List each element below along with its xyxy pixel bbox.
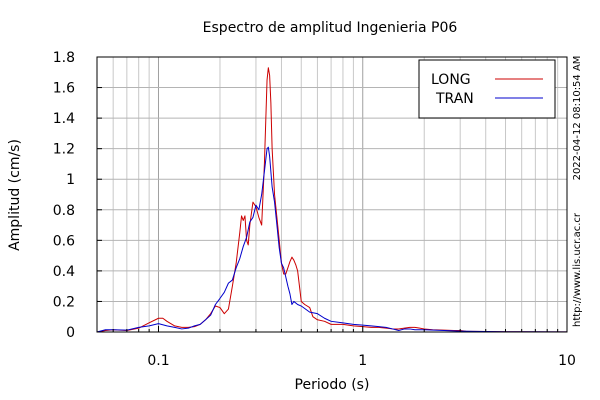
x-tick-label: 0.1 [147, 353, 169, 369]
legend: LONG TRAN [418, 59, 556, 119]
series-lines [96, 67, 568, 333]
legend-box [418, 59, 556, 119]
y-tick-label: 1.6 [53, 81, 75, 97]
y-tick-label: 1 [66, 172, 75, 188]
y-tick-label: 1.4 [53, 111, 75, 127]
source-url-note: http://www.lis.ucr.ac.cr [572, 212, 583, 327]
legend-label-tran: TRAN [435, 91, 474, 107]
y-tick-label: 0.6 [53, 233, 75, 249]
y-tick-label: 0 [66, 325, 75, 341]
plot-area-frame [96, 56, 568, 333]
y-tick-label: 1.2 [53, 142, 75, 158]
timestamp-note: 2022-04-12 08:10:54 AM [572, 56, 583, 181]
x-tick-label: 10 [558, 353, 576, 369]
x-tick-label: 1 [358, 353, 367, 369]
grid-lines [97, 57, 567, 332]
chart-title: Espectro de amplitud Ingenieria P06 [203, 20, 458, 36]
y-tick-label: 0.8 [53, 203, 75, 219]
y-axis-label: Amplitud (cm/s) [7, 139, 23, 251]
y-tick-label: 1.8 [53, 50, 75, 66]
legend-label-long: LONG [431, 72, 471, 88]
x-axis-label: Periodo (s) [295, 377, 370, 393]
y-tick-label: 0.4 [53, 264, 75, 280]
series-line-tran [96, 146, 568, 333]
tick-labels: 0.1 1 10 0 0.2 0.4 0.6 0.8 1 1.2 1.4 1.6 1.8 [53, 50, 576, 369]
y-tick-label: 0.2 [53, 294, 75, 310]
axis-ticks [97, 56, 559, 333]
